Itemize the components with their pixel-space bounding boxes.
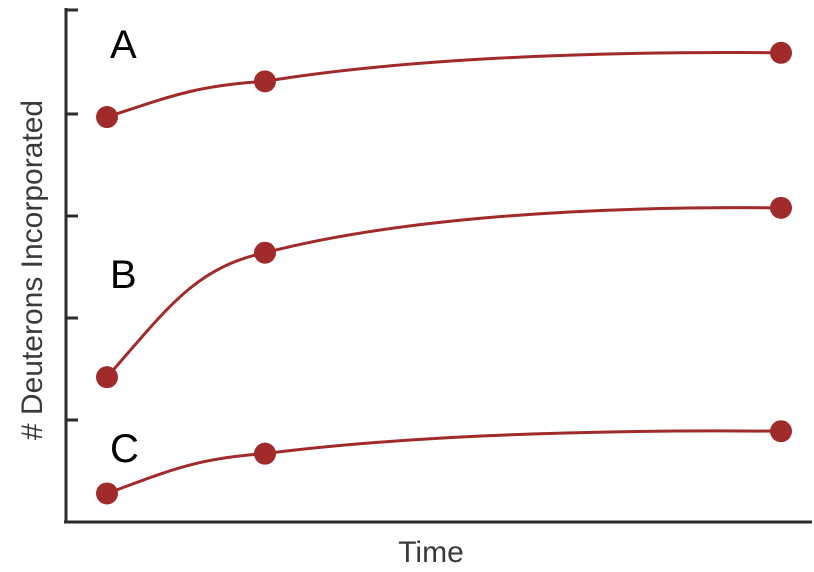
series-a-point-1 bbox=[96, 106, 118, 129]
y-axis-title: # Deuterons Incorporated bbox=[16, 100, 49, 440]
series-a-line bbox=[106, 51, 782, 119]
series-c-point-2 bbox=[254, 442, 276, 465]
series-a: A bbox=[96, 23, 792, 129]
series-b: B bbox=[96, 196, 792, 389]
series-a-point-2 bbox=[254, 70, 276, 93]
y-ticks bbox=[66, 8, 78, 422]
series-b-line bbox=[105, 206, 782, 379]
series-c-label: C bbox=[110, 427, 139, 471]
series-b-point-2 bbox=[254, 241, 276, 264]
series-b-point-3 bbox=[770, 196, 792, 219]
series-c: C bbox=[96, 420, 792, 505]
series-layer: A B C bbox=[96, 23, 792, 505]
series-b-point-1 bbox=[96, 366, 118, 389]
series-c-point-3 bbox=[770, 420, 792, 443]
series-a-label: A bbox=[110, 23, 137, 67]
series-c-point-1 bbox=[96, 482, 118, 505]
series-b-label: B bbox=[110, 253, 137, 297]
x-axis-title: Time bbox=[398, 536, 464, 569]
series-c-line bbox=[106, 429, 782, 495]
axes bbox=[64, 8, 812, 524]
series-a-point-3 bbox=[770, 41, 792, 64]
